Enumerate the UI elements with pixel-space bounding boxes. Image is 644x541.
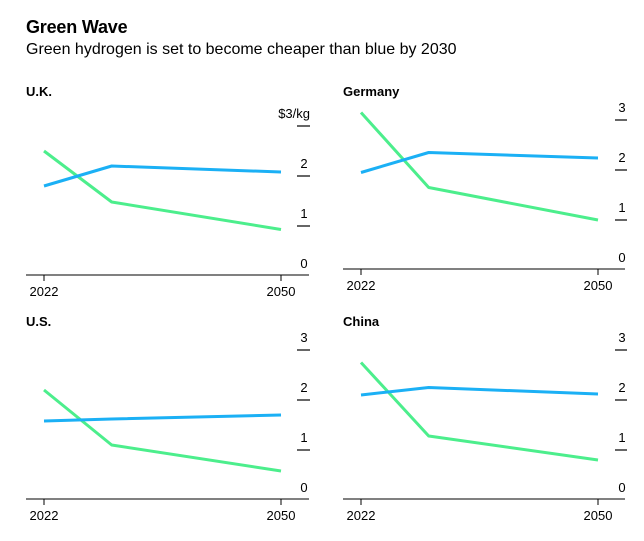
y-tick-label: 1 — [300, 430, 307, 445]
chart-title: Green Wave — [26, 17, 128, 37]
y-tick-label: 0 — [300, 480, 307, 495]
y-tick-label: 3 — [300, 330, 307, 345]
y-tick-label: 1 — [618, 430, 625, 445]
y-tick-label: 3 — [618, 330, 625, 345]
x-tick-label: 2022 — [347, 508, 376, 523]
y-unit-label: $3/kg — [278, 106, 310, 121]
x-tick-label: 2050 — [267, 508, 296, 523]
x-tick-label: 2022 — [347, 278, 376, 293]
y-tick-label: 1 — [618, 200, 625, 215]
series-line — [360, 386, 599, 397]
series-line — [43, 413, 282, 423]
x-tick-label: 2050 — [584, 278, 613, 293]
panel-title: Germany — [343, 84, 400, 99]
y-tick-label: 2 — [618, 380, 625, 395]
series-line — [359, 361, 599, 462]
x-tick-label: 2050 — [267, 284, 296, 299]
x-tick-label: 2050 — [584, 508, 613, 523]
y-tick-label: 2 — [300, 380, 307, 395]
y-tick-label: 0 — [300, 256, 307, 271]
y-tick-label: 3 — [618, 100, 625, 115]
series-line — [43, 149, 282, 231]
panel-title: U.S. — [26, 314, 51, 329]
series-line — [43, 388, 282, 473]
y-tick-label: 1 — [300, 206, 307, 221]
series-line — [43, 164, 282, 188]
y-tick-label: 0 — [618, 480, 625, 495]
y-tick-label: 0 — [618, 250, 625, 265]
chart-subtitle: Green hydrogen is set to become cheaper … — [26, 41, 457, 58]
x-tick-label: 2022 — [30, 284, 59, 299]
y-tick-label: 2 — [618, 150, 625, 165]
panel-title: China — [343, 314, 380, 329]
panel-title: U.K. — [26, 84, 52, 99]
y-tick-label: 2 — [300, 156, 307, 171]
series-line — [360, 151, 599, 174]
x-tick-label: 2022 — [30, 508, 59, 523]
series-line — [359, 111, 599, 222]
